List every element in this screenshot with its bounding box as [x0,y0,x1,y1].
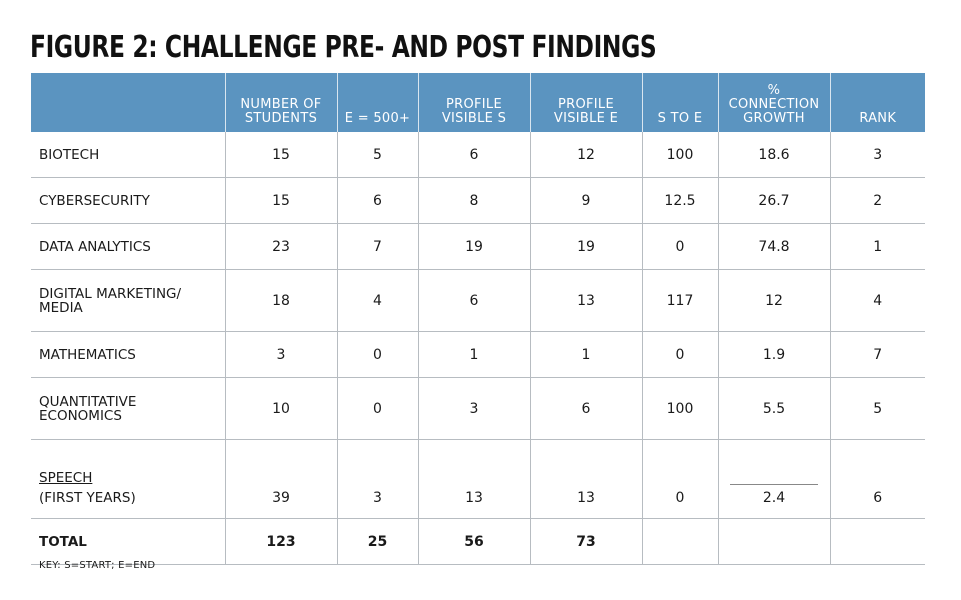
row-label-line-2: (FIRST YEARS) [39,490,136,506]
cell-students: 23 [224,223,337,270]
cell-rank: 2 [829,177,925,224]
table-key: KEY: S=START; E=END [39,560,156,571]
cell-growth: 5.5 [717,377,830,440]
row-label: DIGITAL MARKETING/ MEDIA [31,269,225,332]
cell-rank: 5 [829,377,925,440]
cell-s-to-e: 12.5 [641,177,718,224]
cell-visible-e: 13 [529,439,642,519]
table-row: SPEECH (FIRST YEARS) 39 3 13 13 0 2.4 6 [31,439,925,519]
row-label-line-1: DIGITAL MARKETING/ [39,285,182,302]
header-connection-growth: % CONNECTION GROWTH [717,73,830,132]
cell-visible-s: 3 [417,377,530,440]
cell-s-to-e: 100 [641,132,718,178]
row-label-line-2: MEDIA [39,299,83,316]
row-label: SPEECH (FIRST YEARS) [31,439,225,519]
cell-growth: 74.8 [717,223,830,270]
row-label-line-2: ECONOMICS [39,407,122,424]
header-e-500: E = 500+ [336,73,418,132]
cell-rank: 3 [829,132,925,178]
cell-e-500: 3 [336,439,418,519]
cell-e-500: 0 [336,377,418,440]
cell-e-500: 0 [336,331,418,378]
total-row: TOTAL 123 25 56 73 [31,518,925,565]
findings-table: NUMBER OF STUDENTS E = 500+ PROFILE VISI… [31,73,925,565]
cell-rank: 4 [829,269,925,332]
total-e-500: 25 [336,518,418,565]
row-label: QUANTITATIVE ECONOMICS [31,377,225,440]
row-label-line-1: QUANTITATIVE [39,393,137,410]
total-growth [717,518,830,565]
cell-students: 15 [224,132,337,178]
table-row: DATA ANALYTICS 23 7 19 19 0 74.8 1 [31,223,925,270]
row-label: DATA ANALYTICS [31,223,225,270]
cell-e-500: 6 [336,177,418,224]
cell-students: 10 [224,377,337,440]
cell-visible-e: 1 [529,331,642,378]
total-visible-e: 73 [529,518,642,565]
total-s-to-e [641,518,718,565]
cell-visible-s: 1 [417,331,530,378]
cell-visible-s: 8 [417,177,530,224]
cell-visible-e: 9 [529,177,642,224]
cell-e-500: 5 [336,132,418,178]
cell-rank: 1 [829,223,925,270]
row-label: MATHEMATICS [31,331,225,378]
cell-visible-e: 13 [529,269,642,332]
cell-growth: 26.7 [717,177,830,224]
cell-visible-e: 12 [529,132,642,178]
cell-visible-e: 19 [529,223,642,270]
header-row: NUMBER OF STUDENTS E = 500+ PROFILE VISI… [31,73,925,132]
figure-title: FIGURE 2: CHALLENGE PRE- AND POST FINDIN… [30,30,657,65]
table-row: QUANTITATIVE ECONOMICS 10 0 3 6 100 5.5 … [31,377,925,440]
cell-visible-s: 13 [417,439,530,519]
cell-visible-s: 6 [417,132,530,178]
cell-s-to-e: 117 [641,269,718,332]
total-label: TOTAL [31,518,225,565]
header-s-to-e: S TO E [641,73,718,132]
cell-visible-s: 6 [417,269,530,332]
rule-line [730,484,818,485]
header-rank: RANK [829,73,925,132]
header-number-of-students: NUMBER OF STUDENTS [224,73,337,132]
cell-e-500: 4 [336,269,418,332]
header-profile-visible-e: PROFILE VISIBLE E [529,73,642,132]
total-visible-s: 56 [417,518,530,565]
table-row: CYBERSECURITY 15 6 8 9 12.5 26.7 2 [31,177,925,224]
cell-students: 39 [224,439,337,519]
cell-s-to-e: 0 [641,223,718,270]
table-row: DIGITAL MARKETING/ MEDIA 18 4 6 13 117 1… [31,269,925,332]
cell-students: 18 [224,269,337,332]
cell-visible-s: 19 [417,223,530,270]
cell-growth: 1.9 [717,331,830,378]
cell-e-500: 7 [336,223,418,270]
cell-rank: 7 [829,331,925,378]
cell-s-to-e: 0 [641,439,718,519]
cell-students: 3 [224,331,337,378]
table-row: MATHEMATICS 3 0 1 1 0 1.9 7 [31,331,925,378]
table-row: BIOTECH 15 5 6 12 100 18.6 3 [31,132,925,178]
cell-s-to-e: 0 [641,331,718,378]
cell-s-to-e: 100 [641,377,718,440]
cell-visible-e: 6 [529,377,642,440]
cell-growth: 2.4 [717,439,830,519]
cell-students: 15 [224,177,337,224]
total-students: 123 [224,518,337,565]
header-blank [31,73,225,132]
row-label-line-1: SPEECH [39,470,93,486]
cell-growth: 18.6 [717,132,830,178]
row-label: CYBERSECURITY [31,177,225,224]
row-label: BIOTECH [31,132,225,178]
cell-rank: 6 [829,439,925,519]
cell-growth: 12 [717,269,830,332]
header-profile-visible-s: PROFILE VISIBLE S [417,73,530,132]
cell-growth-value: 2.4 [762,490,786,506]
total-rank [829,518,925,565]
